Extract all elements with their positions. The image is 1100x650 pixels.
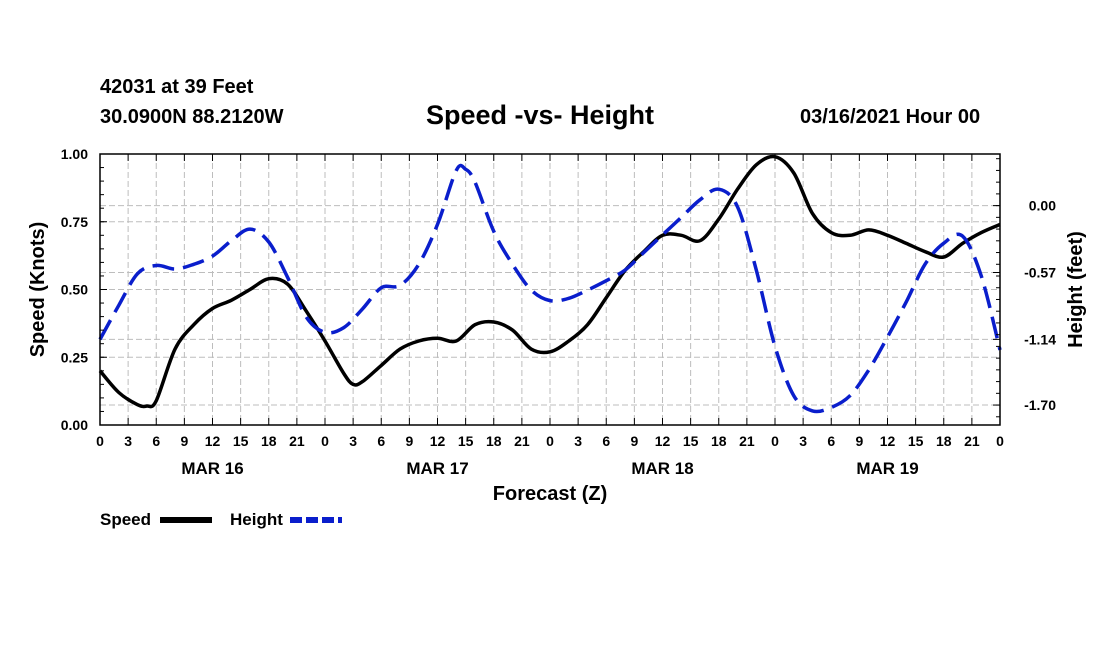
x-tick-label: 15 bbox=[233, 433, 249, 449]
axes bbox=[99, 153, 1001, 426]
grid-lines bbox=[100, 154, 1000, 425]
y2-tick-label: -1.70 bbox=[1024, 397, 1056, 413]
legend: Speed Height bbox=[100, 510, 342, 529]
x-tick-label: 15 bbox=[458, 433, 474, 449]
x-tick-label: 6 bbox=[377, 433, 385, 449]
x-axis-title: Forecast (Z) bbox=[493, 483, 607, 505]
x-tick-label: 12 bbox=[880, 433, 896, 449]
y-tick-label: 1.00 bbox=[61, 146, 88, 162]
x-tick-label: 18 bbox=[936, 433, 952, 449]
forecast-timestamp: 03/16/2021 Hour 00 bbox=[800, 106, 981, 128]
y2-tick-label: -1.14 bbox=[1024, 331, 1056, 347]
day-label: MAR 18 bbox=[631, 459, 693, 478]
x-tick-label: 18 bbox=[711, 433, 727, 449]
axis-labels: 0 3 6 9 12 15 18 21 0 3 6 9 12 15 18 21 0 3 6 9 12 15 18 21 0 3 6 9… bbox=[61, 146, 1056, 478]
x-tick-label: 0 bbox=[321, 433, 329, 449]
x-tick-label: 3 bbox=[349, 433, 357, 449]
x-tick-label: 0 bbox=[996, 433, 1004, 449]
x-tick-label: 6 bbox=[152, 433, 160, 449]
x-tick-label: 3 bbox=[799, 433, 807, 449]
y-tick-label: 0.00 bbox=[61, 417, 88, 433]
x-tick-label: 21 bbox=[514, 433, 530, 449]
x-tick-label: 18 bbox=[486, 433, 502, 449]
chart-title: Speed -vs- Height bbox=[426, 100, 655, 130]
series-line-speed bbox=[98, 154, 1001, 409]
y2-tick-label: -0.57 bbox=[1024, 264, 1056, 280]
x-tick-label: 9 bbox=[855, 433, 863, 449]
x-tick-label: 15 bbox=[683, 433, 699, 449]
x-tick-label: 9 bbox=[405, 433, 413, 449]
x-tick-label: 6 bbox=[827, 433, 835, 449]
x-tick-label: 3 bbox=[124, 433, 132, 449]
coordinates-label: 30.0900N 88.2120W bbox=[100, 106, 284, 128]
series-line-height bbox=[98, 163, 1002, 414]
station-label: 42031 at 39 Feet bbox=[100, 76, 254, 98]
x-tick-label: 0 bbox=[546, 433, 554, 449]
y-axis-title: Speed (Knots) bbox=[27, 222, 49, 358]
x-tick-label: 12 bbox=[430, 433, 446, 449]
x-tick-label: 15 bbox=[908, 433, 924, 449]
x-tick-label: 18 bbox=[261, 433, 277, 449]
y-tick-label: 0.75 bbox=[61, 214, 88, 230]
day-label: MAR 16 bbox=[181, 459, 243, 478]
day-label: MAR 19 bbox=[856, 459, 918, 478]
x-tick-label: 21 bbox=[964, 433, 980, 449]
x-tick-label: 9 bbox=[630, 433, 638, 449]
x-tick-label: 21 bbox=[739, 433, 755, 449]
legend-height-label: Height bbox=[230, 510, 283, 529]
y-tick-label: 0.50 bbox=[61, 282, 88, 298]
x-tick-label: 0 bbox=[771, 433, 779, 449]
x-tick-label: 12 bbox=[205, 433, 221, 449]
x-tick-label: 3 bbox=[574, 433, 582, 449]
x-tick-label: 0 bbox=[96, 433, 104, 449]
x-tick-label: 9 bbox=[180, 433, 188, 449]
x-tick-label: 21 bbox=[289, 433, 305, 449]
series-layer bbox=[98, 154, 1002, 414]
legend-speed-label: Speed bbox=[100, 510, 151, 529]
x-tick-label: 6 bbox=[602, 433, 610, 449]
y-tick-label: 0.25 bbox=[61, 349, 88, 365]
x-tick-label: 12 bbox=[655, 433, 671, 449]
y2-tick-label: 0.00 bbox=[1029, 198, 1056, 214]
day-label: MAR 17 bbox=[406, 459, 468, 478]
y2-axis-title: Height (feet) bbox=[1065, 231, 1087, 348]
